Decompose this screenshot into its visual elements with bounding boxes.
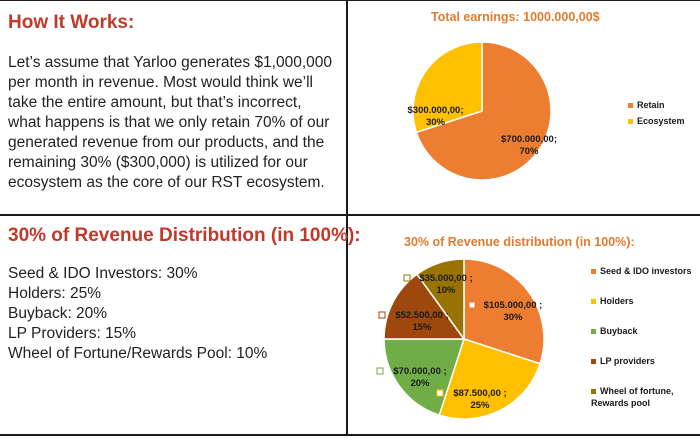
chart2-legend-label-holders: Holders: [600, 296, 634, 306]
chart1-title: Total earnings: 1000.000,00$: [431, 10, 600, 24]
bottom-border: [0, 434, 700, 436]
distribution-item-wheel: Wheel of Fortune/Rewards Pool: 10%: [8, 345, 268, 362]
chart2-pct-label-wheel-of-fortune-rewards-pool: 10%: [436, 285, 456, 296]
chart2-legend-swatch-holders: [591, 299, 596, 304]
chart2-pct-label-lp-providers: 15%: [412, 322, 432, 333]
chart2-amount-label-wheel-of-fortune-rewards-pool: $35.000,00 ;: [419, 273, 472, 284]
chart2-legend-swatch-wheel-of-fortune-rewards-pool: [591, 389, 596, 394]
chart2-slice-holders: [438, 338, 542, 420]
chart2-legend-label-wheel-of-fortune-rewards-pool: Wheel of fortune, Rewards pool: [591, 386, 674, 408]
top-border: [0, 0, 700, 1]
distribution-item-seed: Seed & IDO Investors: 30%: [8, 265, 198, 282]
chart2-slice-seed-ido-investors: [463, 258, 545, 365]
distribution-item-lp: LP Providers: 15%: [8, 325, 137, 342]
pie-charts: $700.000,00;70%$300.000,00;30%RetainEcos…: [376, 41, 692, 420]
legend-line-2: Rewards pool: [591, 398, 650, 408]
chart1-legend-label-retain: Retain: [637, 100, 665, 110]
chart2-pct-label-holders: 25%: [470, 400, 490, 411]
chart1-amount-label-retain: $700.000,00;: [501, 134, 557, 145]
chart2-legend-label-seed-ido-investors: Seed & IDO investors: [600, 266, 692, 276]
chart1-slice-retain: [415, 41, 552, 181]
chart2-legend-label-lp-providers: LP providers: [600, 356, 655, 366]
chart2-amount-label-lp-providers: $52.500,00 ;: [395, 310, 448, 321]
chart2-title: 30% of Revenue distribution (in 100%):: [404, 235, 635, 249]
chart1-legend-swatch-ecosystem: [628, 119, 633, 124]
distribution-list: Seed & IDO Investors: 30% Holders: 25% B…: [8, 264, 267, 364]
vertical-divider: [346, 0, 348, 436]
chart1-legend-label-ecosystem: Ecosystem: [637, 116, 685, 126]
chart2-slice-buyback: [383, 338, 466, 417]
chart2-pct-label-buyback: 20%: [410, 378, 430, 389]
chart2-amount-label-seed-ido-investors: $105.000,00 ;: [484, 300, 543, 311]
chart2-label-marker-wheel-of-fortune-rewards-pool: [403, 274, 411, 282]
distribution-heading: 30% of Revenue Distribution (in 100%):: [8, 225, 361, 246]
chart2-label-marker-holders: [436, 389, 444, 397]
legend-line-1: Wheel of fortune,: [600, 386, 674, 396]
chart2-amount-label-buyback: $70.000,00 ;: [393, 366, 446, 377]
horizontal-divider: [0, 214, 700, 216]
chart1-slice-ecosystem: [412, 41, 483, 134]
distribution-item-holders: Holders: 25%: [8, 285, 102, 302]
chart1-amount-label-ecosystem: $300.000,00;: [408, 105, 464, 116]
chart2-slice-lp-providers: [383, 273, 466, 340]
chart2-amount-label-holders: $87.500,00 ;: [453, 388, 506, 399]
chart2-slice-wheel-of-fortune-rewards-pool: [415, 258, 465, 342]
chart2-legend-swatch-lp-providers: [591, 359, 596, 364]
how-it-works-paragraph: Let’s assume that Yarloo generates $1,00…: [8, 54, 333, 191]
how-it-works-heading: How It Works:: [8, 12, 135, 33]
chart1-pct-label-ecosystem: 30%: [426, 117, 446, 128]
chart2-legend-swatch-buyback: [591, 329, 596, 334]
chart1-pct-label-retain: 70%: [519, 146, 539, 157]
chart2-label-marker-lp-providers: [378, 311, 386, 319]
chart2-label-marker-seed-ido-investors: [468, 301, 476, 309]
chart2-legend-swatch-seed-ido-investors: [591, 269, 596, 274]
chart2-label-marker-buyback: [376, 367, 384, 375]
distribution-item-buyback: Buyback: 20%: [8, 305, 108, 322]
chart2-pct-label-seed-ido-investors: 30%: [503, 312, 523, 323]
chart2-legend-label-buyback: Buyback: [600, 326, 639, 336]
chart1-legend-swatch-retain: [628, 103, 633, 108]
